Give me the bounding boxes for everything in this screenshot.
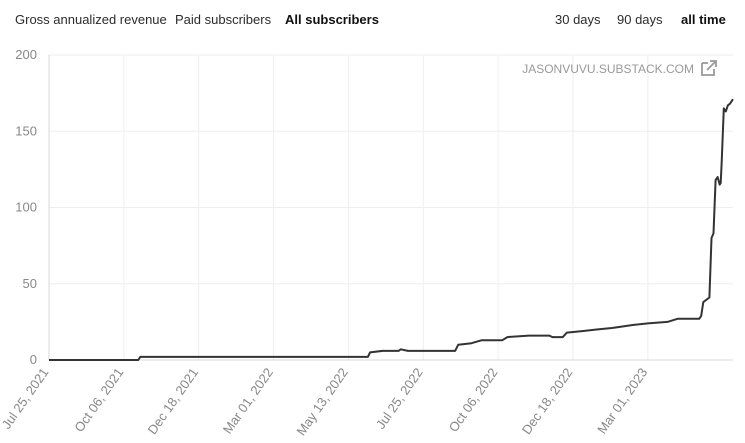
- x-tick-label: Dec 18, 2022: [519, 365, 576, 437]
- chart-grid: [48, 54, 733, 361]
- series-line-all-subscribers: [49, 98, 734, 361]
- y-tick-label: 0: [30, 352, 37, 367]
- tab-all-subscribers[interactable]: All subscribers: [285, 12, 379, 27]
- x-tick-label: Jul 25, 2021: [0, 365, 51, 432]
- range-30-days[interactable]: 30 days: [555, 12, 601, 27]
- x-tick-label: May 13, 2022: [293, 365, 350, 438]
- watermark-label: JASONVUVU.SUBSTACK.COM: [522, 62, 694, 76]
- tab-paid-subscribers[interactable]: Paid subscribers: [175, 12, 272, 27]
- range-all-time[interactable]: all time: [681, 12, 726, 27]
- x-tick-label: Mar 01, 2023: [594, 365, 650, 436]
- tab-gross-annualized-revenue[interactable]: Gross annualized revenue: [15, 12, 167, 27]
- x-tick-label: Oct 06, 2021: [71, 365, 126, 435]
- y-tick-label: 150: [15, 123, 37, 138]
- y-axis: 0 50 100 150 200: [15, 47, 37, 367]
- x-tick-label: Mar 01, 2022: [220, 365, 276, 436]
- x-axis: Jul 25, 2021 Oct 06, 2021 Dec 18, 2021 Mar …: [0, 365, 650, 438]
- x-tick-label: Oct 06, 2022: [446, 365, 501, 435]
- y-tick-label: 100: [15, 200, 37, 215]
- y-tick-label: 200: [15, 47, 37, 62]
- external-link-icon[interactable]: [699, 58, 719, 78]
- x-tick-label: Jul 25, 2022: [373, 365, 426, 432]
- range-90-days[interactable]: 90 days: [617, 12, 663, 27]
- plot-area: [49, 98, 734, 361]
- top-bar: Gross annualized revenue Paid subscriber…: [0, 0, 745, 40]
- x-tick-label: Dec 18, 2021: [145, 365, 202, 437]
- y-tick-label: 50: [23, 276, 37, 291]
